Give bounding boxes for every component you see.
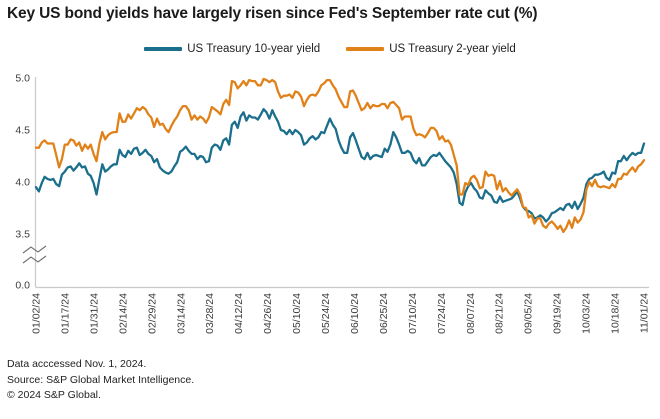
footnote-copyright: © 2024 S&P Global. [7, 389, 101, 401]
chart-title: Key US bond yields have largely risen si… [7, 5, 538, 22]
svg-text:05/10/24: 05/10/24 [291, 293, 303, 334]
svg-text:07/10/24: 07/10/24 [407, 293, 419, 334]
svg-text:4.0: 4.0 [15, 177, 30, 189]
svg-text:04/26/24: 04/26/24 [262, 293, 274, 334]
svg-text:03/14/24: 03/14/24 [175, 293, 187, 334]
footnote-data-accessed: Data acccessed Nov. 1, 2024. [7, 358, 147, 370]
svg-text:06/25/24: 06/25/24 [378, 293, 390, 334]
svg-text:08/07/24: 08/07/24 [465, 293, 477, 334]
footnote-source: Source: S&P Global Market Intelligence. [7, 373, 195, 386]
svg-text:01/17/24: 01/17/24 [59, 293, 71, 334]
svg-text:08/21/24: 08/21/24 [494, 293, 506, 334]
svg-text:04/12/24: 04/12/24 [233, 293, 245, 334]
legend-label-10-year: US Treasury 10-year yield [187, 43, 321, 55]
svg-text:09/19/24: 09/19/24 [552, 293, 564, 334]
svg-text:02/14/24: 02/14/24 [117, 293, 129, 334]
svg-text:01/02/24: 01/02/24 [31, 293, 43, 334]
svg-text:4.5: 4.5 [15, 125, 30, 137]
svg-text:10/03/24: 10/03/24 [581, 293, 593, 334]
legend-item-10-year: US Treasury 10-year yield [144, 43, 320, 55]
svg-text:07/24/24: 07/24/24 [436, 293, 448, 334]
svg-text:10/18/24: 10/18/24 [610, 293, 622, 334]
svg-text:03/28/24: 03/28/24 [204, 293, 216, 334]
svg-text:3.5: 3.5 [15, 229, 30, 241]
svg-text:09/05/24: 09/05/24 [523, 293, 535, 334]
svg-text:05/24/24: 05/24/24 [320, 293, 332, 334]
svg-text:02/29/24: 02/29/24 [146, 293, 158, 334]
legend-label-2-year: US Treasury 2-year yield [389, 43, 516, 55]
legend-line-swatch-10-year-icon [144, 47, 183, 51]
legend-item-2-year: US Treasury 2-year yield [346, 43, 516, 55]
svg-text:5.0: 5.0 [15, 73, 30, 85]
svg-text:11/01/24: 11/01/24 [639, 293, 651, 333]
svg-text:06/10/24: 06/10/24 [349, 293, 361, 334]
svg-text:01/31/24: 01/31/24 [88, 293, 100, 334]
legend-line-swatch-2-year-icon [346, 47, 385, 51]
chart-legend: US Treasury 10-year yield US Treasury 2-… [0, 43, 660, 55]
chart-footnotes: Data acccessed Nov. 1, 2024. Source: S&P… [7, 357, 194, 404]
svg-text:0.0: 0.0 [15, 280, 30, 292]
